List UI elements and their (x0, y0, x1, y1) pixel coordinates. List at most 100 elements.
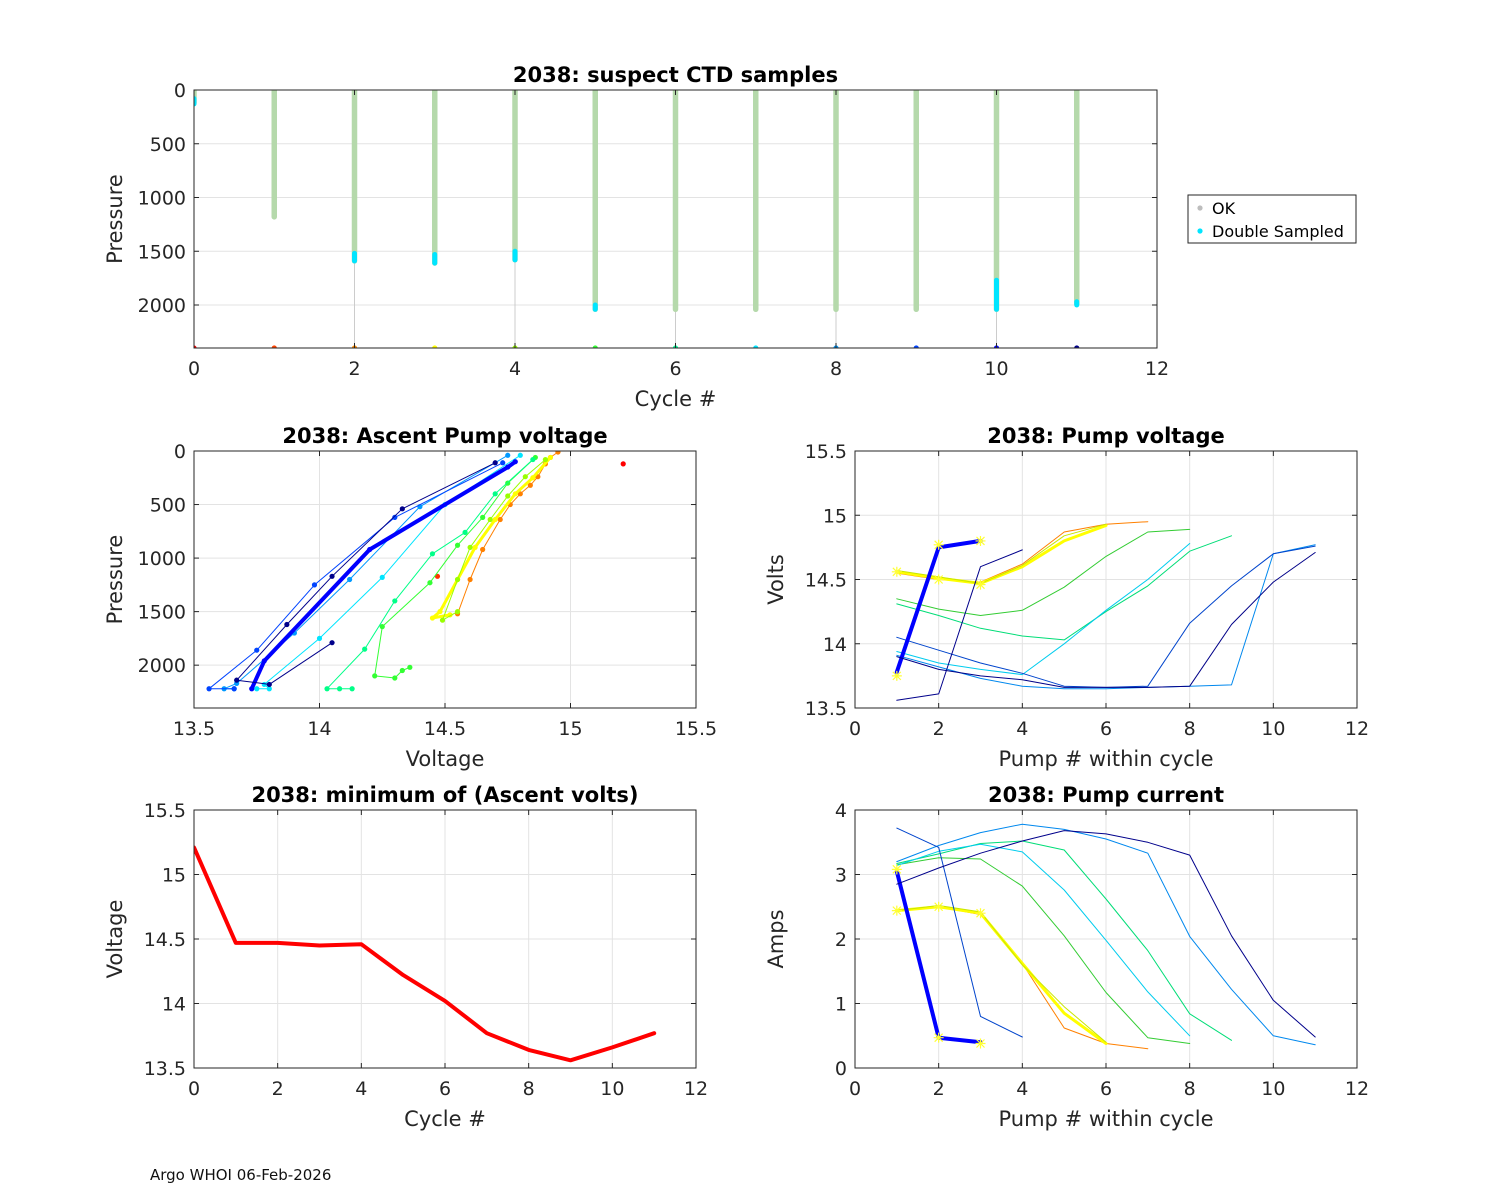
x-tick-label: 10 (1261, 718, 1285, 740)
series-point (522, 474, 528, 480)
y-tick-label: 15.5 (805, 441, 847, 463)
series-point (454, 542, 461, 548)
x-tick-label: 2 (348, 358, 360, 380)
series-point (429, 615, 436, 621)
legend-marker (1197, 205, 1203, 211)
series-line (896, 905, 1107, 1043)
chart-title: 2038: Pump current (988, 783, 1224, 807)
x-tick-label: 10 (600, 1078, 624, 1100)
highlight-star-marker (891, 670, 902, 681)
x-tick-label: 14 (307, 718, 331, 740)
cycle-color-marker (913, 345, 919, 348)
series-line (194, 845, 657, 1063)
series-line (208, 462, 504, 690)
x-tick-label: 12 (684, 1078, 708, 1100)
series-point (336, 686, 343, 692)
series-point (249, 686, 255, 692)
series-line (896, 827, 1023, 1038)
legend-label: Double Sampled (1212, 222, 1344, 241)
cycle-color-marker (194, 345, 197, 348)
series-point (206, 686, 212, 692)
x-tick-label: 0 (188, 358, 200, 380)
highlight-star-marker (975, 908, 986, 919)
series-point (454, 576, 461, 583)
x-axis-label: Cycle # (635, 387, 717, 411)
x-tick-label: 12 (1145, 358, 1169, 380)
x-tick-label: 0 (849, 718, 861, 740)
series-point (620, 461, 626, 467)
series-line (896, 823, 1316, 1046)
y-tick-label: 14.5 (805, 570, 847, 592)
y-tick-label: 15 (162, 865, 186, 887)
highlight-star-marker (933, 901, 944, 912)
panel-pump-voltage: 0 2 4 6 8 10 12 13.5 14 14.5 15 15.5 2038: Pump volt… (764, 424, 1369, 771)
panel-suspect-ctd: 0 2 4 6 8 10 12 0 500 1000 1500 2000 2038: suspect C… (103, 63, 1169, 411)
y-tick-label: 1000 (138, 548, 186, 570)
series-point (512, 459, 518, 465)
legend-marker (1197, 228, 1203, 234)
x-tick-label: 6 (1100, 1078, 1112, 1100)
cycle-color-marker (753, 345, 759, 348)
x-axis-label: Voltage (406, 747, 485, 771)
cycle-color-marker (432, 345, 438, 348)
series-point (497, 516, 503, 523)
highlight-star-marker (891, 864, 902, 875)
series-line (896, 552, 1316, 688)
series-point (392, 514, 398, 520)
series-point (311, 582, 318, 588)
series-point (505, 493, 511, 499)
x-axis-label: Pump # within cycle (999, 1107, 1214, 1131)
x-tick-label: 6 (1100, 718, 1112, 740)
y-tick-label: 500 (150, 134, 186, 156)
series-point (454, 609, 461, 615)
legend: OK Double Sampled (1187, 194, 1357, 244)
y-tick-label: 2000 (138, 295, 186, 317)
highlight-star-marker (933, 1032, 944, 1043)
highlight-star-marker (891, 905, 902, 916)
legend-box (1187, 194, 1357, 244)
series-line (896, 840, 1232, 1041)
x-tick-label: 8 (1184, 1078, 1196, 1100)
y-tick-label: 14 (162, 994, 186, 1016)
series-point (467, 544, 473, 550)
y-tick-label: 4 (835, 800, 847, 822)
series-point (480, 546, 486, 553)
series-point (329, 573, 335, 579)
x-tick-label: 4 (509, 358, 521, 380)
x-tick-label: 4 (355, 1078, 367, 1100)
series-point (427, 580, 433, 586)
x-tick-label: 0 (849, 1078, 861, 1100)
cycle-color-marker (271, 345, 277, 348)
series-point (555, 451, 561, 455)
series-point (437, 609, 443, 615)
series-line (442, 459, 546, 621)
series-line (896, 857, 1191, 1044)
x-axis-label: Pump # within cycle (999, 747, 1214, 771)
x-tick-label: 10 (1261, 1078, 1285, 1100)
chart-title: 2038: Pump voltage (987, 424, 1225, 448)
x-tick-label: 2 (933, 1078, 945, 1100)
series-line (896, 843, 1191, 1037)
x-tick-label: 10 (984, 358, 1008, 380)
series-line (374, 456, 536, 679)
y-tick-label: 0 (835, 1058, 847, 1080)
highlight-star-marker (933, 574, 944, 585)
series-point (512, 491, 518, 497)
series-point (379, 574, 385, 580)
series-point (517, 491, 523, 497)
x-tick-label: 4 (1016, 1078, 1028, 1100)
series-point (480, 514, 486, 520)
y-tick-label: 3 (835, 865, 847, 887)
x-axis-label: Cycle # (404, 1107, 486, 1131)
x-tick-label: 15.5 (675, 718, 717, 740)
x-tick-label: 14.5 (424, 718, 466, 740)
series-line (896, 544, 1316, 690)
x-tick-label: 2 (272, 1078, 284, 1100)
series-point (347, 576, 353, 583)
series-point (324, 686, 330, 692)
highlight-star-marker (891, 566, 902, 577)
plot-area (194, 90, 1080, 348)
series-point (399, 506, 405, 512)
